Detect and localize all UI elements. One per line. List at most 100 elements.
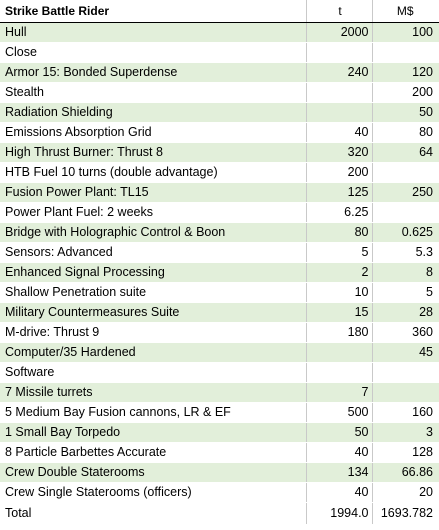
item-cell[interactable]: Shallow Penetration suite xyxy=(0,282,307,303)
item-cell[interactable]: 8 Particle Barbettes Accurate xyxy=(0,442,307,463)
item-cell[interactable]: Computer/35 Hardened xyxy=(0,342,307,363)
tonnage-cell[interactable]: 2 xyxy=(306,262,373,283)
table-row: Computer/35 Hardened 45 xyxy=(0,342,439,363)
tonnage-cell[interactable] xyxy=(306,82,373,103)
table-row: Shallow Penetration suite 10 5 xyxy=(0,282,439,303)
cost-cell[interactable]: 120 xyxy=(372,62,439,83)
cost-cell[interactable]: 100 xyxy=(372,22,439,43)
tonnage-cell[interactable] xyxy=(306,342,373,363)
total-label[interactable]: Total xyxy=(0,502,307,525)
item-cell[interactable]: Radiation Shielding xyxy=(0,102,307,123)
total-tonnage[interactable]: 1994.0 xyxy=(306,502,373,525)
table-row: Fusion Power Plant: TL15 125 250 xyxy=(0,182,439,203)
table-row: Emissions Absorption Grid 40 80 xyxy=(0,122,439,143)
cost-cell[interactable]: 3 xyxy=(372,422,439,443)
item-cell[interactable]: Close xyxy=(0,42,307,63)
cost-cell[interactable] xyxy=(372,162,439,183)
item-cell[interactable]: Hull xyxy=(0,22,307,43)
table-row: Military Countermeasures Suite 15 28 xyxy=(0,302,439,323)
tonnage-cell[interactable]: 6.25 xyxy=(306,202,373,223)
item-cell[interactable]: Emissions Absorption Grid xyxy=(0,122,307,143)
item-cell[interactable]: Software xyxy=(0,362,307,383)
table-row: Enhanced Signal Processing 2 8 xyxy=(0,262,439,283)
tonnage-cell[interactable]: 2000 xyxy=(306,22,373,43)
tonnage-cell[interactable]: 500 xyxy=(306,402,373,423)
item-cell[interactable]: Bridge with Holographic Control & Boon xyxy=(0,222,307,243)
cost-cell[interactable]: 0.625 xyxy=(372,222,439,243)
tonnage-cell[interactable]: 80 xyxy=(306,222,373,243)
item-cell[interactable]: Fusion Power Plant: TL15 xyxy=(0,182,307,203)
header-row: Strike Battle Rider t M$ xyxy=(0,0,439,23)
cost-cell[interactable] xyxy=(372,42,439,63)
table-row: Armor 15: Bonded Superdense 240 120 xyxy=(0,62,439,83)
tonnage-cell[interactable]: 40 xyxy=(306,122,373,143)
tonnage-cell[interactable]: 320 xyxy=(306,142,373,163)
total-cost[interactable]: 1693.782 xyxy=(372,502,439,525)
item-cell[interactable]: 7 Missile turrets xyxy=(0,382,307,403)
tonnage-cell[interactable]: 10 xyxy=(306,282,373,303)
column-header-t[interactable]: t xyxy=(306,0,373,23)
tonnage-cell[interactable]: 40 xyxy=(306,442,373,463)
item-cell[interactable]: Armor 15: Bonded Superdense xyxy=(0,62,307,83)
cost-cell[interactable]: 20 xyxy=(372,482,439,503)
cost-cell[interactable] xyxy=(372,382,439,403)
tonnage-cell[interactable]: 15 xyxy=(306,302,373,323)
total-row: Total 1994.0 1693.782 xyxy=(0,502,439,525)
cost-cell[interactable]: 28 xyxy=(372,302,439,323)
item-cell[interactable]: HTB Fuel 10 turns (double advantage) xyxy=(0,162,307,183)
cost-cell[interactable]: 250 xyxy=(372,182,439,203)
cost-cell[interactable] xyxy=(372,362,439,383)
tonnage-cell[interactable]: 180 xyxy=(306,322,373,343)
cost-cell[interactable]: 45 xyxy=(372,342,439,363)
table-row: Crew Double Staterooms 134 66.86 xyxy=(0,462,439,483)
table-row: Close xyxy=(0,42,439,63)
item-cell[interactable]: Stealth xyxy=(0,82,307,103)
table-row: 5 Medium Bay Fusion cannons, LR & EF 500 1… xyxy=(0,402,439,423)
cost-cell[interactable]: 8 xyxy=(372,262,439,283)
table-row: Power Plant Fuel: 2 weeks 6.25 xyxy=(0,202,439,223)
tonnage-cell[interactable]: 134 xyxy=(306,462,373,483)
cost-cell[interactable]: 160 xyxy=(372,402,439,423)
table-row: Crew Single Staterooms (officers) 40 20 xyxy=(0,482,439,503)
cost-cell[interactable]: 80 xyxy=(372,122,439,143)
item-cell[interactable]: Power Plant Fuel: 2 weeks xyxy=(0,202,307,223)
tonnage-cell[interactable]: 240 xyxy=(306,62,373,83)
table-row: Hull 2000 100 xyxy=(0,22,439,43)
tonnage-cell[interactable] xyxy=(306,42,373,63)
cost-cell[interactable]: 200 xyxy=(372,82,439,103)
item-cell[interactable]: Military Countermeasures Suite xyxy=(0,302,307,323)
table-row: Bridge with Holographic Control & Boon 80… xyxy=(0,222,439,243)
item-cell[interactable]: Sensors: Advanced xyxy=(0,242,307,263)
cost-cell[interactable]: 5 xyxy=(372,282,439,303)
table-row: Sensors: Advanced 5 5.3 xyxy=(0,242,439,263)
tonnage-cell[interactable]: 40 xyxy=(306,482,373,503)
cost-cell[interactable]: 5.3 xyxy=(372,242,439,263)
item-cell[interactable]: 5 Medium Bay Fusion cannons, LR & EF xyxy=(0,402,307,423)
item-cell[interactable]: High Thrust Burner: Thrust 8 xyxy=(0,142,307,163)
item-cell[interactable]: 1 Small Bay Torpedo xyxy=(0,422,307,443)
table-row: 1 Small Bay Torpedo 50 3 xyxy=(0,422,439,443)
cost-cell[interactable]: 360 xyxy=(372,322,439,343)
cost-cell[interactable]: 50 xyxy=(372,102,439,123)
cost-cell[interactable]: 66.86 xyxy=(372,462,439,483)
sheet-title[interactable]: Strike Battle Rider xyxy=(0,0,307,23)
tonnage-cell[interactable]: 50 xyxy=(306,422,373,443)
item-cell[interactable]: Enhanced Signal Processing xyxy=(0,262,307,283)
column-header-mcr[interactable]: M$ xyxy=(372,0,439,23)
cost-cell[interactable]: 64 xyxy=(372,142,439,163)
table-row: M-drive: Thrust 9 180 360 xyxy=(0,322,439,343)
tonnage-cell[interactable]: 5 xyxy=(306,242,373,263)
item-cell[interactable]: Crew Single Staterooms (officers) xyxy=(0,482,307,503)
cost-cell[interactable] xyxy=(372,202,439,223)
tonnage-cell[interactable]: 125 xyxy=(306,182,373,203)
tonnage-cell[interactable] xyxy=(306,362,373,383)
item-cell[interactable]: M-drive: Thrust 9 xyxy=(0,322,307,343)
table-row: Software xyxy=(0,362,439,383)
cost-cell[interactable]: 128 xyxy=(372,442,439,463)
tonnage-cell[interactable]: 200 xyxy=(306,162,373,183)
tonnage-cell[interactable]: 7 xyxy=(306,382,373,403)
tonnage-cell[interactable] xyxy=(306,102,373,123)
item-cell[interactable]: Crew Double Staterooms xyxy=(0,462,307,483)
